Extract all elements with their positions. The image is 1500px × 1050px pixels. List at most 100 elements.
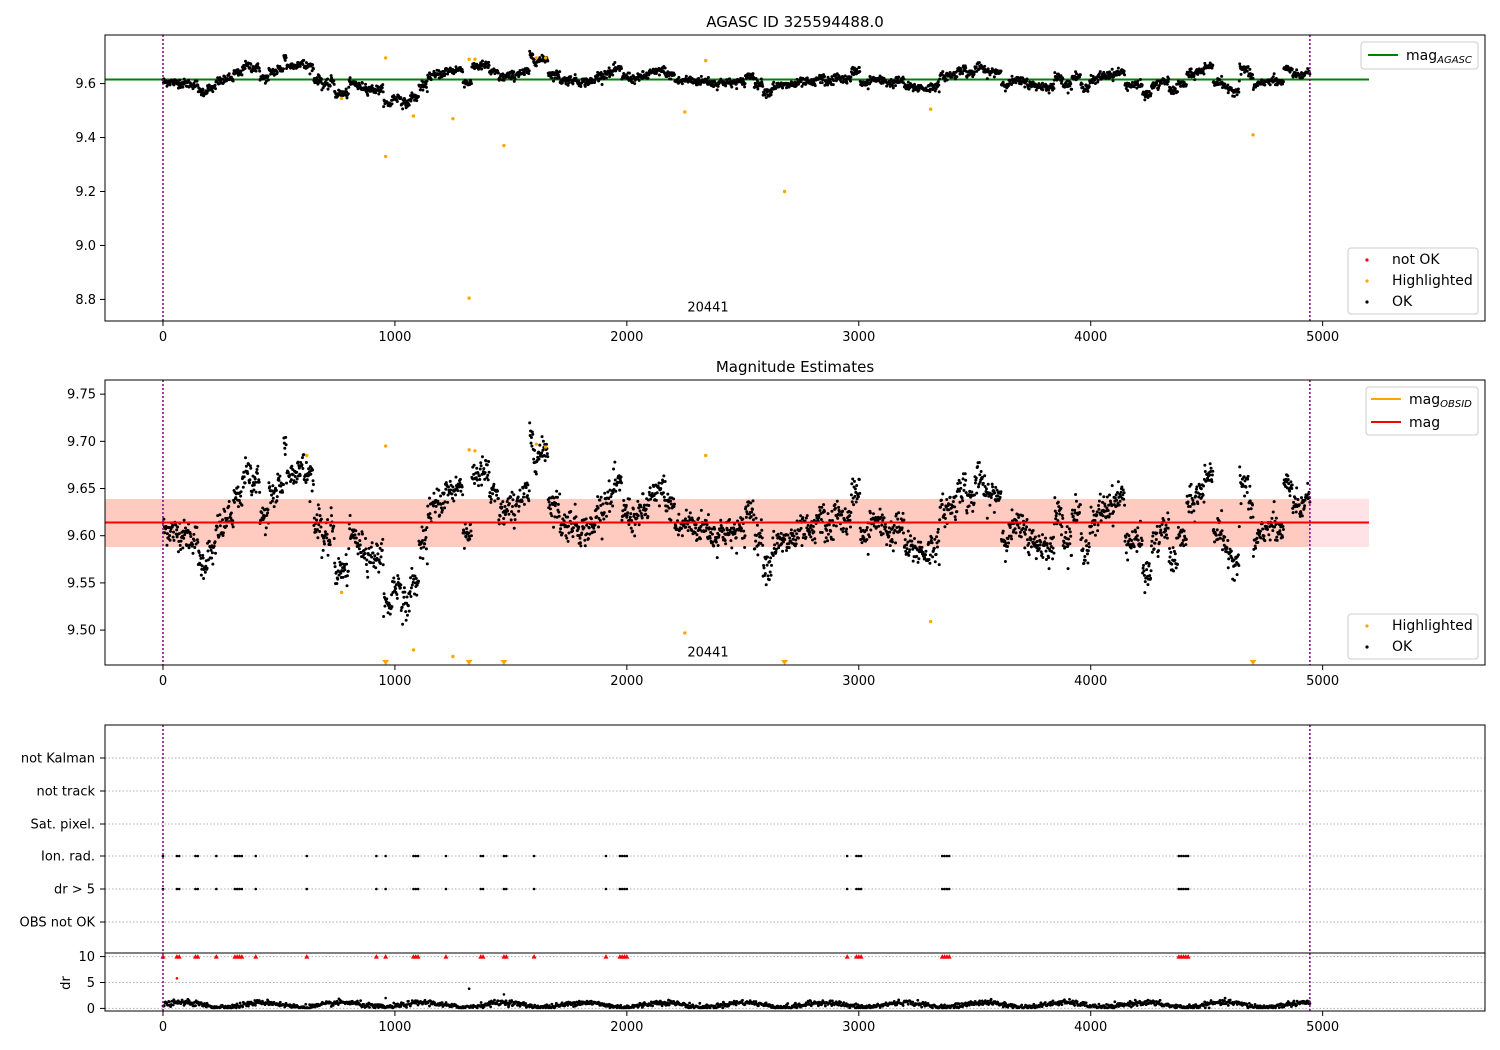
ok-point: [192, 532, 196, 536]
ok-point: [1106, 508, 1110, 512]
ok-point: [1010, 508, 1014, 512]
ok-point: [394, 587, 398, 591]
ok-point: [730, 546, 734, 550]
ok-point: [1089, 73, 1093, 77]
ok-point: [354, 529, 358, 533]
ok-point: [243, 481, 247, 485]
ok-point: [888, 544, 892, 548]
ok-point: [271, 484, 275, 488]
ok-point: [902, 518, 906, 522]
ok-point: [1033, 535, 1037, 539]
ok-point: [172, 81, 176, 85]
ok-point: [489, 497, 493, 501]
ok-point: [1140, 542, 1144, 546]
ok-point: [813, 541, 817, 545]
ok-point: [550, 76, 554, 80]
ok-point: [882, 516, 886, 520]
ok-point: [403, 590, 407, 594]
ok-point: [618, 69, 622, 73]
ok-point: [1042, 544, 1046, 548]
ok-point: [552, 525, 556, 529]
ok-point: [266, 511, 270, 515]
ok-point: [961, 72, 965, 76]
ok-point: [1098, 492, 1102, 496]
ok-point: [289, 478, 293, 482]
ok-point: [496, 497, 500, 501]
ok-point: [1087, 542, 1091, 546]
ok-point: [1166, 526, 1170, 530]
ok-point: [1028, 528, 1032, 532]
ok-point: [212, 544, 216, 548]
ok-point: [1070, 553, 1074, 557]
ok-point: [764, 96, 768, 100]
ok-point: [969, 501, 973, 505]
ok-point: [1223, 82, 1227, 86]
ok-point: [1143, 591, 1147, 595]
ok-point: [518, 488, 522, 492]
ok-point: [573, 73, 577, 77]
ok-point: [795, 77, 799, 81]
ok-point: [749, 515, 753, 519]
ok-point: [422, 545, 426, 549]
ok-point: [887, 534, 891, 538]
ok-point: [1016, 523, 1020, 527]
ok-point: [425, 562, 429, 566]
ok-point: [341, 575, 345, 579]
ok-point: [866, 87, 870, 91]
ok-point: [905, 547, 909, 551]
y-tick-label: 9.0: [75, 239, 96, 254]
ok-point: [1060, 79, 1064, 83]
ok-point: [669, 77, 673, 81]
ok-point: [381, 83, 385, 87]
ok-point: [357, 547, 361, 551]
ok-point: [1226, 91, 1230, 95]
ok-point: [986, 482, 990, 486]
ok-point: [1091, 509, 1095, 513]
ok-point: [175, 535, 179, 539]
ok-point: [897, 75, 901, 79]
ok-point: [919, 540, 923, 544]
ok-point: [517, 504, 521, 508]
ok-point: [916, 560, 920, 564]
ok-point: [940, 502, 944, 506]
ok-point: [963, 472, 967, 476]
ok-point: [579, 544, 583, 548]
ok-point: [566, 539, 570, 543]
ok-point: [770, 563, 774, 567]
ok-point: [1157, 83, 1161, 87]
ok-point: [663, 479, 667, 483]
ok-point: [793, 529, 797, 533]
ok-point: [858, 69, 862, 73]
ok-point: [268, 485, 272, 489]
ok-point: [495, 489, 499, 493]
ok-point: [894, 84, 898, 88]
ok-point: [852, 73, 856, 77]
ok-point: [415, 593, 419, 597]
ok-point: [218, 524, 222, 528]
ok-point: [833, 503, 837, 507]
ok-point: [249, 62, 253, 66]
ok-point: [395, 596, 399, 600]
ok-point: [554, 501, 558, 505]
ok-point: [953, 505, 957, 509]
ok-point: [1155, 524, 1159, 528]
ok-point: [637, 523, 641, 527]
ok-point: [1031, 80, 1035, 84]
ok-point: [512, 493, 516, 497]
ok-point: [511, 498, 515, 502]
ok-point: [1120, 485, 1124, 489]
ok-point: [791, 531, 795, 535]
ok-point: [206, 549, 210, 553]
ok-point: [852, 503, 856, 507]
ok-point: [629, 512, 633, 516]
ok-point: [661, 491, 665, 495]
ok-point: [449, 488, 453, 492]
ok-point: [416, 95, 420, 99]
ok-point: [815, 513, 819, 517]
ok-point: [165, 532, 169, 536]
ok-point: [854, 500, 858, 504]
ok-point: [1021, 514, 1025, 518]
ok-point: [1066, 567, 1070, 571]
ok-point: [240, 73, 244, 77]
ok-point: [168, 534, 172, 538]
